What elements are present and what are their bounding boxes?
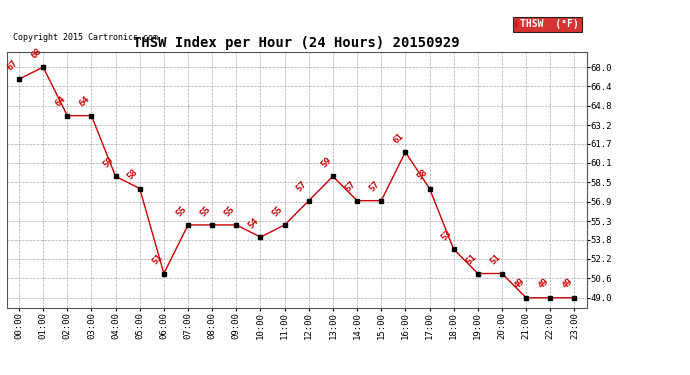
Text: 49: 49 <box>512 277 526 291</box>
Text: 51: 51 <box>150 253 164 267</box>
Text: 58: 58 <box>126 168 140 182</box>
Text: 64: 64 <box>77 95 92 109</box>
Text: 55: 55 <box>174 204 188 218</box>
Text: 58: 58 <box>415 168 430 182</box>
Title: THSW Index per Hour (24 Hours) 20150929: THSW Index per Hour (24 Hours) 20150929 <box>133 36 460 50</box>
Text: 54: 54 <box>246 216 261 230</box>
Text: 57: 57 <box>295 180 309 194</box>
Text: 67: 67 <box>5 58 19 72</box>
Text: 64: 64 <box>53 95 68 109</box>
Legend: THSW  (°F): THSW (°F) <box>513 16 582 32</box>
Text: 55: 55 <box>270 204 285 218</box>
Text: 51: 51 <box>464 253 478 267</box>
Text: 59: 59 <box>101 156 116 170</box>
Text: 68: 68 <box>29 46 43 60</box>
Text: 55: 55 <box>222 204 237 218</box>
Text: 57: 57 <box>343 180 357 194</box>
Text: 53: 53 <box>440 228 454 242</box>
Text: 55: 55 <box>198 204 213 218</box>
Text: 61: 61 <box>391 131 406 145</box>
Text: 49: 49 <box>560 277 575 291</box>
Text: 57: 57 <box>367 180 382 194</box>
Text: 49: 49 <box>536 277 551 291</box>
Text: 51: 51 <box>488 253 502 267</box>
Text: 59: 59 <box>319 156 333 170</box>
Text: Copyright 2015 Cartronics.com: Copyright 2015 Cartronics.com <box>12 33 158 42</box>
